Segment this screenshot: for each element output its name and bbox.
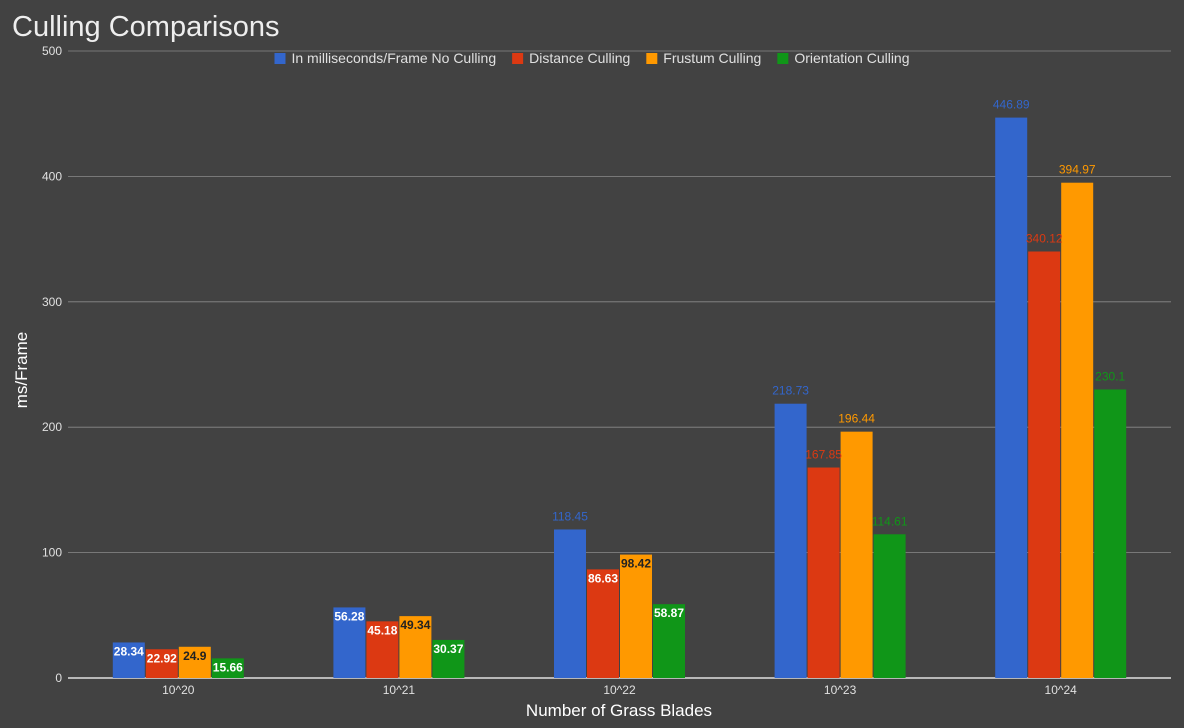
bar-orientation-culling-10-23[interactable] xyxy=(873,534,906,678)
legend-item-orientation-culling[interactable]: Orientation Culling xyxy=(777,50,910,66)
bar-in-milliseconds-frame-no-culling-10-24[interactable] xyxy=(995,117,1028,679)
y-tick-label: 400 xyxy=(42,169,62,183)
data-label: 98.42 xyxy=(621,557,651,571)
chart-title: Culling Comparisons xyxy=(12,11,280,43)
legend-item-frustum-culling[interactable]: Frustum Culling xyxy=(646,50,761,66)
y-tick-label: 500 xyxy=(42,44,62,58)
legend[interactable]: In milliseconds/Frame No Culling Distance… xyxy=(274,50,910,66)
data-label: 28.34 xyxy=(114,644,144,658)
bar-orientation-culling-10-20[interactable] xyxy=(211,658,244,678)
bar-distance-culling-10-24[interactable] xyxy=(1028,251,1061,679)
bar-distance-culling-10-23[interactable] xyxy=(807,467,840,678)
data-label: 196.44 xyxy=(838,412,875,426)
data-label: 86.63 xyxy=(588,571,618,585)
bar-distance-culling-10-21[interactable] xyxy=(366,621,399,678)
bar-in-milliseconds-frame-no-culling-10-21[interactable] xyxy=(333,607,366,678)
bar-frustum-culling-10-23[interactable] xyxy=(840,431,873,678)
x-axis-title: Number of Grass Blades xyxy=(526,701,712,720)
bar-orientation-culling-10-21[interactable] xyxy=(432,639,465,678)
bars xyxy=(112,117,1127,679)
bar-in-milliseconds-frame-no-culling-10-20[interactable] xyxy=(112,642,145,678)
bar-frustum-culling-10-21[interactable] xyxy=(399,616,432,678)
legend-item-in-milliseconds-frame-no-culling[interactable]: In milliseconds/Frame No Culling xyxy=(274,50,496,66)
y-tick-label: 100 xyxy=(42,546,62,560)
y-tick-label: 200 xyxy=(42,420,62,434)
bar-frustum-culling-10-22[interactable] xyxy=(620,554,652,678)
legend-label: Orientation Culling xyxy=(794,50,909,66)
legend-swatch xyxy=(274,53,286,64)
legend-label: Distance Culling xyxy=(529,50,630,66)
bar-orientation-culling-10-24[interactable] xyxy=(1094,389,1127,678)
data-label: 56.28 xyxy=(334,609,364,623)
x-tick-label: 10^21 xyxy=(383,683,416,697)
bar-in-milliseconds-frame-no-culling-10-23[interactable] xyxy=(774,403,807,678)
bar-distance-culling-10-20[interactable] xyxy=(145,649,178,678)
data-label: 340.12 xyxy=(1026,231,1063,245)
data-label: 118.45 xyxy=(552,509,588,523)
legend-label: In milliseconds/Frame No Culling xyxy=(291,50,496,66)
y-axis-ticks: 0 100 200 300 400 500 xyxy=(42,44,62,685)
data-label: 230.1 xyxy=(1095,369,1125,383)
bar-distance-culling-10-22[interactable] xyxy=(587,569,619,678)
y-axis-title: ms/Frame xyxy=(12,332,31,409)
bar-frustum-culling-10-24[interactable] xyxy=(1061,182,1094,678)
data-label: 49.34 xyxy=(400,618,430,632)
data-label: 45.18 xyxy=(367,623,397,637)
legend-swatch xyxy=(777,53,789,64)
data-label: 30.37 xyxy=(433,642,463,656)
data-label: 446.89 xyxy=(993,98,1030,112)
data-label: 218.73 xyxy=(772,384,809,398)
bar-in-milliseconds-frame-no-culling-10-22[interactable] xyxy=(554,529,586,678)
y-tick-label: 300 xyxy=(42,295,62,309)
data-label: 58.87 xyxy=(654,606,684,620)
legend-swatch xyxy=(646,53,658,64)
x-axis-ticks: 10^20 10^21 10^22 10^23 10^24 xyxy=(162,683,1077,697)
data-label: 15.66 xyxy=(213,660,243,674)
data-label: 167.85 xyxy=(805,448,842,462)
data-label: 24.9 xyxy=(183,649,207,663)
bar-frustum-culling-10-20[interactable] xyxy=(178,646,211,678)
x-tick-label: 10^22 xyxy=(603,683,636,697)
bar-orientation-culling-10-22[interactable] xyxy=(653,604,685,678)
x-tick-label: 10^20 xyxy=(162,683,195,697)
legend-swatch xyxy=(512,53,524,64)
legend-label: Frustum Culling xyxy=(663,50,761,66)
data-label: 22.92 xyxy=(147,651,177,665)
y-tick-label: 0 xyxy=(55,671,62,685)
data-label: 394.97 xyxy=(1059,163,1096,177)
data-label: 114.61 xyxy=(872,514,908,528)
gridlines xyxy=(68,50,1171,679)
legend-item-distance-culling[interactable]: Distance Culling xyxy=(512,50,630,66)
x-tick-label: 10^24 xyxy=(1045,683,1078,697)
x-tick-label: 10^23 xyxy=(824,683,857,697)
